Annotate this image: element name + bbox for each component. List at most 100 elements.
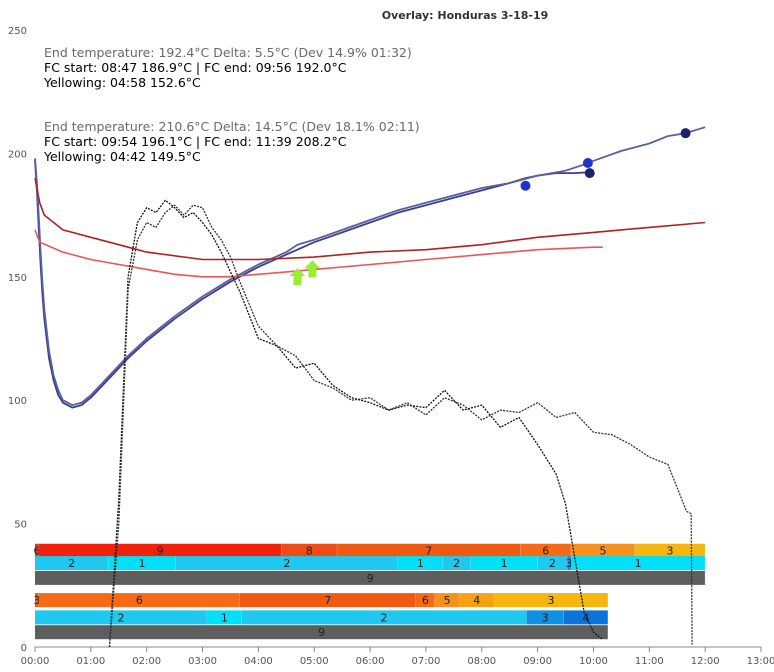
yellowing-arrow-icon [304,260,321,278]
y-tick-label: 0 [21,643,27,654]
bar-segment [415,593,435,608]
x-tick-label: 02:00 [132,656,161,667]
annotation-2-yellowing: Yellowing: 04:42 149.5°C [44,149,201,164]
bar-segment-label: 5 [444,594,451,607]
x-tick-label: 06:00 [356,656,385,667]
rate-of-rise-line [108,204,693,648]
y-tick-label: 200 [8,149,27,160]
bar-segment-label: 3 [666,545,673,558]
markers [289,128,691,286]
bar-segment-label: 9 [367,572,374,585]
bar-segment [470,556,538,571]
x-tick-label: 13:00 [747,656,774,667]
bar-segment-label: 2 [549,557,556,570]
bar-segment [398,556,443,571]
x-tick-label: 00:00 [21,656,50,667]
bar-segment [442,556,471,571]
bar-segment-label: 3 [542,611,549,624]
env-temp-line [34,229,603,278]
bar-segment [567,556,572,571]
bar-segment [35,625,608,640]
bar-segment-label: 9 [318,626,325,639]
annotation-2-end-temperature: End temperature: 210.6°C Delta: 14.5°C (… [44,119,420,134]
bar-segment-label: 1 [635,557,642,570]
bar-segment [108,556,176,571]
segment-bars: 6 9 8 7 6 5 32 1 2 1 2 1 2 3 193 6 7 6 5 4 32 1 2 3 49 [33,543,706,640]
bar-segment-label: 3 [548,594,555,607]
bar-segment-label: 6 [422,594,429,607]
bar-segment-label: 7 [324,594,331,607]
bar-segment [571,543,635,558]
y-tick-label: 50 [14,520,27,531]
bean-temp-line [34,160,590,409]
bar-segment-label: 1 [501,557,508,570]
first-crack-point [584,168,595,179]
x-tick-label: 09:00 [523,656,552,667]
first-crack-point [582,158,593,169]
bar-segment-label: 2 [453,557,460,570]
bar-segment-label: 8 [306,545,313,558]
bar-segment [520,543,572,558]
annotation-1-end-temperature: End temperature: 192.4°C Delta: 5.5°C (D… [44,45,412,60]
bar-segment-label: 2 [118,611,125,624]
x-tick-label: 03:00 [188,656,217,667]
bar-segment-label: 5 [599,545,606,558]
x-tick-label: 01:00 [76,656,105,667]
y-tick-label: 150 [8,273,27,284]
bar-segment [241,610,527,625]
bar-segment-label: 1 [417,557,424,570]
annotation-block-1: End temperature: 192.4°C Delta: 5.5°C (D… [44,45,412,90]
bar-segment [35,593,39,608]
bar-segment [239,593,416,608]
annotation-1-yellowing: Yellowing: 04:58 152.6°C [44,75,201,90]
x-tick-label: 12:00 [691,656,720,667]
bar-segment [571,556,706,571]
bar-segment [634,543,706,558]
bar-segment-label: 1 [221,611,228,624]
bar-segment [35,610,208,625]
axes: 00:00 01:00 02:00 03:00 04:00 05:00 06:00 07:00… [8,26,774,667]
x-tick-label: 05:00 [300,656,329,667]
rate-of-rise-line [108,199,604,648]
bar-segment [35,570,706,585]
first-crack-point [520,180,531,191]
bar-segment [459,593,495,608]
x-tick-label: 11:00 [635,656,664,667]
x-tick-label: 10:00 [579,656,608,667]
bar-segment [281,543,338,558]
bar-segment [38,593,240,608]
curves [34,126,706,648]
bar-segment [207,610,242,625]
x-tick-label: 04:00 [244,656,273,667]
bar-segment [337,543,521,558]
bar-segment [38,543,282,558]
annotation-2-first-crack: FC start: 09:54 196.1°C | FC end: 11:39 … [44,134,347,149]
bar-segment [35,556,109,571]
annotation-1-first-crack: FC start: 08:47 186.9°C | FC end: 09:56 … [44,60,347,75]
bar-segment-label: 2 [68,557,75,570]
bar-segment-label: 4 [582,611,589,624]
bar-segment-label: 2 [381,611,388,624]
y-tick-label: 100 [8,396,27,407]
bar-segment-label: 6 [542,545,549,558]
bar-segment-label: 3 [566,557,573,570]
annotation-block-2: End temperature: 210.6°C Delta: 14.5°C (… [44,119,420,164]
bar-segment-label: 6 [136,594,143,607]
x-tick-label: 08:00 [467,656,496,667]
bar-segment [35,543,39,558]
bar-segment [537,556,568,571]
bar-segment-label: 7 [425,545,432,558]
x-tick-label: 07:00 [412,656,441,667]
bar-segment-label: 6 [33,545,40,558]
bean-temp-line [34,126,706,407]
y-tick-label: 250 [8,26,27,37]
bar-segment [494,593,608,608]
yellowing-arrow-icon [289,268,306,286]
bar-segment-label: 9 [157,545,164,558]
env-temp-line [34,177,706,261]
bar-segment [175,556,398,571]
bar-segment-label: 2 [283,557,290,570]
first-crack-point [680,128,691,139]
bar-segment [526,610,564,625]
